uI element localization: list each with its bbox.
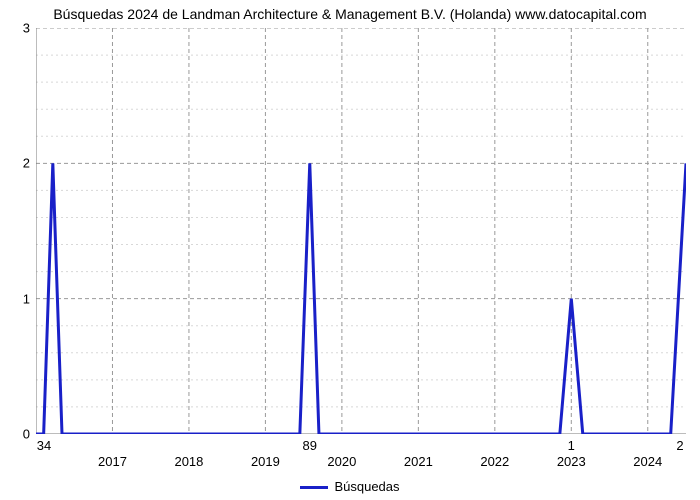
xtick-label: 2020 bbox=[327, 454, 356, 469]
xtick-label: 2018 bbox=[174, 454, 203, 469]
legend-swatch bbox=[300, 486, 328, 489]
chart-title: Búsquedas 2024 de Landman Architecture &… bbox=[0, 6, 700, 22]
xtick-label: 2017 bbox=[98, 454, 127, 469]
ytick-label: 0 bbox=[0, 427, 30, 442]
chart-svg bbox=[36, 28, 686, 434]
xtick-label: 2021 bbox=[404, 454, 433, 469]
chart-container: Búsquedas 2024 de Landman Architecture &… bbox=[0, 0, 700, 500]
ytick-label: 1 bbox=[0, 291, 30, 306]
plot-area bbox=[36, 28, 686, 434]
ytick-label: 3 bbox=[0, 21, 30, 36]
xtick-label: 2019 bbox=[251, 454, 280, 469]
value-label: 1 bbox=[568, 438, 575, 453]
xtick-label: 2023 bbox=[557, 454, 586, 469]
value-label: 34 bbox=[37, 438, 51, 453]
ytick-label: 2 bbox=[0, 156, 30, 171]
value-label: 2 bbox=[676, 438, 683, 453]
legend: Búsquedas bbox=[0, 479, 700, 494]
xtick-label: 2022 bbox=[480, 454, 509, 469]
value-label: 89 bbox=[303, 438, 317, 453]
xtick-label: 2024 bbox=[633, 454, 662, 469]
legend-label: Búsquedas bbox=[334, 479, 399, 494]
